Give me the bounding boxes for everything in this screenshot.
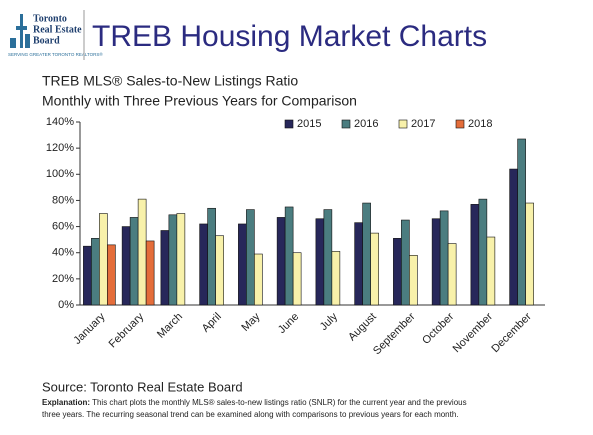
x-tick-label: January: [71, 310, 108, 347]
bar: [99, 213, 108, 306]
bar: [284, 206, 294, 306]
y-tick-label: 0%: [58, 299, 74, 311]
bar: [447, 243, 457, 306]
x-tick-label: September: [371, 310, 418, 357]
bar: [160, 230, 170, 306]
org-name: Real Estate: [33, 24, 82, 35]
bar: [215, 235, 224, 306]
bar: [370, 232, 379, 306]
logo: Toronto Real Estate Board SERVING GREATE…: [8, 13, 103, 57]
y-tick-label: 40%: [52, 247, 74, 259]
bar: [478, 198, 488, 306]
bar: [362, 202, 371, 306]
bar: [401, 219, 410, 306]
bar: [439, 210, 449, 306]
bar: [168, 214, 178, 306]
logo-tower: [20, 14, 23, 48]
org-name: Toronto: [33, 13, 67, 24]
bar: [246, 209, 255, 306]
y-tick-label: 20%: [52, 273, 74, 285]
bar: [431, 218, 441, 306]
y-tick-label: 60%: [52, 220, 74, 232]
bar: [525, 202, 534, 306]
bar: [129, 217, 139, 306]
bar: [393, 238, 402, 306]
legend-swatch: [341, 119, 351, 129]
bar: [509, 168, 518, 306]
bar: [276, 217, 286, 306]
x-tick-label: May: [239, 310, 263, 334]
explanation-text: three years. The recurring seasonal tren…: [42, 410, 459, 419]
legend-label: 2018: [468, 118, 492, 130]
legend-label: 2016: [354, 118, 378, 130]
bar: [254, 253, 263, 306]
chart-subtitle: Monthly with Three Previous Years for Co…: [42, 93, 357, 109]
bar: [199, 223, 208, 306]
source: Source: Toronto Real Estate Board: [42, 379, 243, 394]
x-tick-label: March: [155, 311, 185, 341]
legend-swatch: [398, 119, 408, 129]
chart-title: TREB MLS® Sales-to-New Listings Ratio: [42, 73, 298, 89]
y-tick-label: 80%: [52, 194, 74, 206]
bar: [331, 251, 341, 306]
org-name: Board: [33, 35, 60, 46]
y-tick-label: 140%: [46, 116, 74, 128]
bar: [207, 207, 216, 306]
bar: [137, 198, 147, 306]
bar: [121, 226, 131, 306]
x-tick-label: April: [200, 311, 224, 335]
x-tick-label: December: [489, 310, 534, 355]
legend-swatch: [455, 119, 465, 129]
bar: [517, 138, 526, 306]
bar: [107, 244, 116, 306]
bar: [176, 213, 186, 306]
bar: [486, 236, 496, 306]
explanation-text: This chart plots the monthly MLS® sales-…: [92, 398, 467, 407]
logo-building: [25, 34, 30, 48]
legend-swatch: [284, 119, 294, 129]
bar: [145, 240, 155, 306]
bar: [315, 218, 325, 306]
bar: [470, 204, 480, 306]
explanation-label: Explanation:: [42, 398, 90, 407]
explanation: Explanation: This chart plots the monthl…: [42, 398, 467, 407]
logo-building: [10, 38, 16, 48]
bar: [83, 245, 92, 306]
tagline: SERVING GREATER TORONTO REALTORS®: [8, 51, 103, 57]
x-tick-label: August: [346, 311, 379, 344]
logo-pod: [16, 26, 27, 30]
bar: [292, 252, 302, 306]
bar: [354, 222, 363, 306]
bar: [323, 209, 333, 306]
y-tick-label: 100%: [46, 168, 74, 180]
bar: [409, 255, 418, 306]
bar: [238, 223, 247, 306]
legend-label: 2015: [297, 118, 321, 130]
x-tick-label: October: [420, 310, 456, 346]
x-tick-label: November: [451, 310, 496, 355]
legend-label: 2017: [411, 118, 435, 130]
bar: [91, 238, 100, 306]
x-tick-label: February: [107, 310, 147, 350]
x-tick-label: July: [318, 310, 341, 333]
page-title: TREB Housing Market Charts: [92, 20, 487, 53]
y-tick-label: 120%: [46, 142, 74, 154]
x-tick-label: June: [276, 311, 301, 336]
